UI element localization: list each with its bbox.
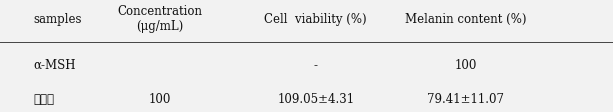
Text: samples: samples: [34, 13, 82, 26]
Text: 100: 100: [455, 58, 477, 71]
Text: α-MSH: α-MSH: [34, 58, 76, 71]
Text: Melanin content (%): Melanin content (%): [405, 13, 527, 26]
Text: 어수리: 어수리: [34, 92, 55, 105]
Text: Concentration
(μg/mL): Concentration (μg/mL): [117, 5, 202, 33]
Text: 109.05±4.31: 109.05±4.31: [277, 92, 354, 105]
Text: Cell  viability (%): Cell viability (%): [264, 13, 367, 26]
Text: 100: 100: [148, 92, 170, 105]
Text: -: -: [314, 58, 318, 71]
Text: 79.41±11.07: 79.41±11.07: [427, 92, 504, 105]
